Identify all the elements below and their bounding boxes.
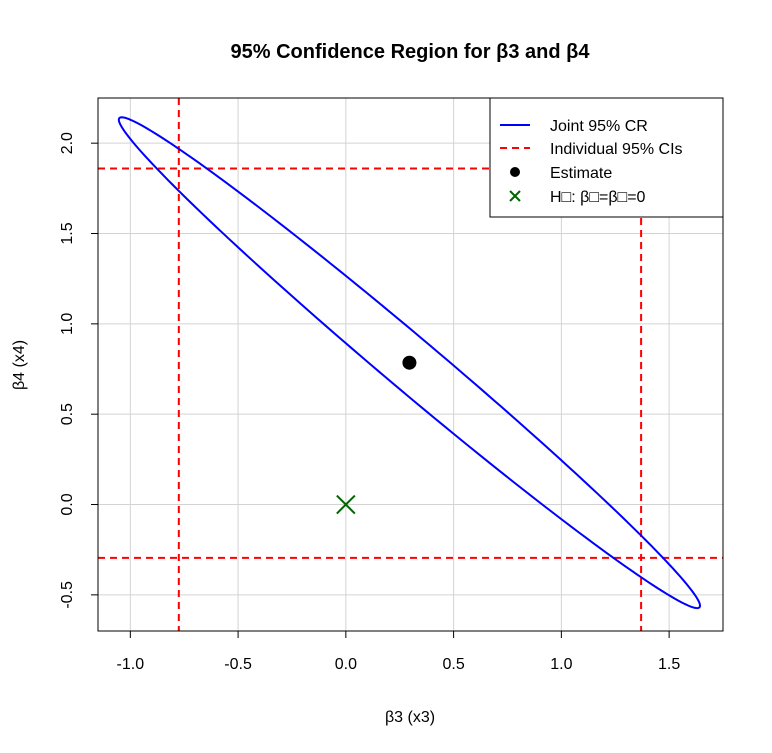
legend-label: H□: β□=β□=0: [550, 189, 646, 206]
x-tick-label: 1.0: [550, 656, 572, 673]
x-tick-label: 0.0: [335, 656, 357, 673]
y-tick-label: 0.0: [59, 493, 76, 515]
legend-symbol-point: [510, 167, 520, 177]
y-axis-label: β4 (x4): [11, 340, 28, 390]
legend-label: Estimate: [550, 165, 612, 182]
y-tick-label: 2.0: [59, 132, 76, 154]
y-tick-label: 1.0: [59, 313, 76, 335]
x-tick-label: -0.5: [224, 656, 252, 673]
x-axis-label: β3 (x3): [385, 709, 435, 726]
legend-box: [489, 97, 724, 218]
joint-confidence-ellipse: [117, 116, 702, 610]
null-hypothesis-point: [336, 494, 356, 515]
estimate-point: [402, 355, 417, 370]
y-tick-label: 1.5: [59, 222, 76, 244]
legend-symbol-x: [509, 190, 521, 202]
x-tick-label: 1.5: [658, 656, 680, 673]
legend: Joint 95% CR Individual 95% CIs Estimate H□…: [489, 97, 724, 218]
y-tick-label: -0.5: [59, 581, 76, 609]
y-tick-label: 0.5: [59, 403, 76, 425]
x-tick-label: -1.0: [117, 656, 145, 673]
chart-title: 95% Confidence Region for β3 and β4: [231, 41, 591, 63]
legend-label: Joint 95% CR: [550, 118, 648, 135]
legend-label: Individual 95% CIs: [550, 141, 683, 158]
x-tick-label: 0.5: [442, 656, 464, 673]
axis-layer: -1.0 -0.5 0.0 0.5 1.0 1.5 -0.5 0.0 0.5 1.0 1.5 2.0: [59, 132, 680, 673]
